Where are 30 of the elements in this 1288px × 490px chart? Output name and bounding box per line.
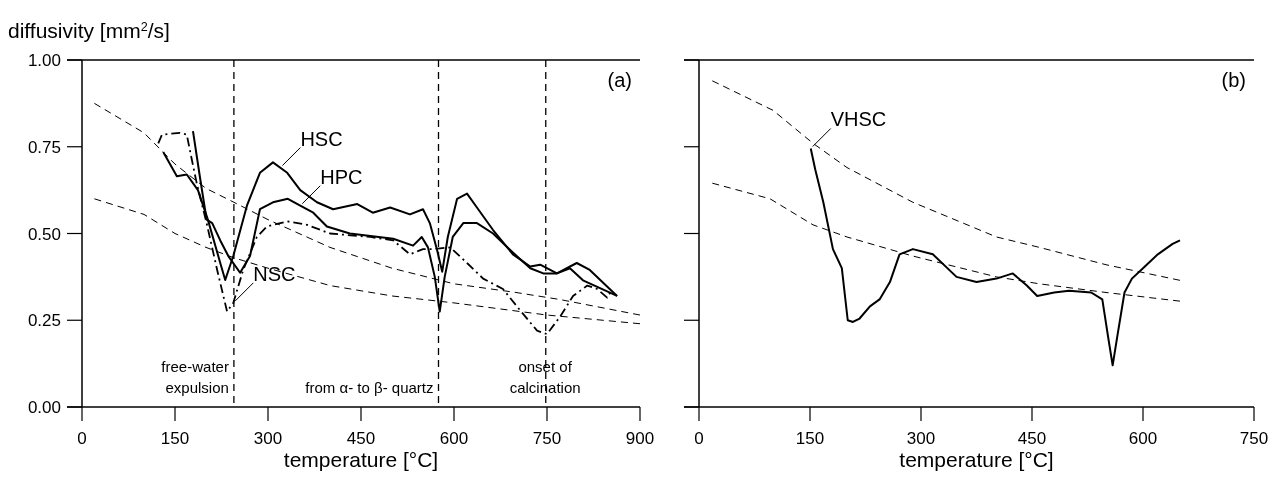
x-tick-label: 150 (795, 429, 825, 448)
x-tick-label: 750 (532, 429, 562, 448)
y-tick-label: 0.75 (27, 137, 61, 157)
x-tick-label: 450 (1017, 429, 1047, 448)
x-tick-label: 150 (160, 429, 190, 448)
x-tick-label: 450 (346, 429, 376, 448)
y-tick-label: 0.00 (27, 398, 61, 417)
ref-line-label: free-water expulsion (161, 358, 229, 396)
annotation: (b) (1221, 69, 1246, 91)
annotation: (a) (607, 69, 632, 91)
x-tick-label: 300 (253, 429, 283, 448)
x-tick-label: 300 (906, 429, 936, 448)
x-tick-label: 0 (694, 429, 704, 448)
x-tick-label: 900 (625, 429, 655, 448)
y-tick-label: 0.50 (27, 224, 61, 244)
y-tick-label: 0.25 (27, 311, 61, 331)
y-axis-title: diffusivity [mm$^{2}$/s] (8, 19, 170, 42)
x-tick-label: 0 (77, 429, 87, 448)
y-tick-label: 1.00 (27, 51, 61, 70)
ref-line-label: from α- to β- quartz (305, 379, 434, 396)
x-tick-label: 750 (1239, 429, 1269, 448)
annotation: HSC (300, 127, 343, 150)
annotation: HPC (320, 165, 363, 188)
annotation: NSC (253, 262, 296, 285)
x-axis-title: temperature [°C] (283, 448, 439, 471)
annotation: VHSC (830, 108, 887, 131)
x-tick-label: 600 (1128, 429, 1158, 448)
x-axis-title: temperature [°C] (899, 448, 1054, 471)
annotation: onset of calcination (509, 358, 581, 396)
x-tick-label: 600 (439, 429, 469, 448)
